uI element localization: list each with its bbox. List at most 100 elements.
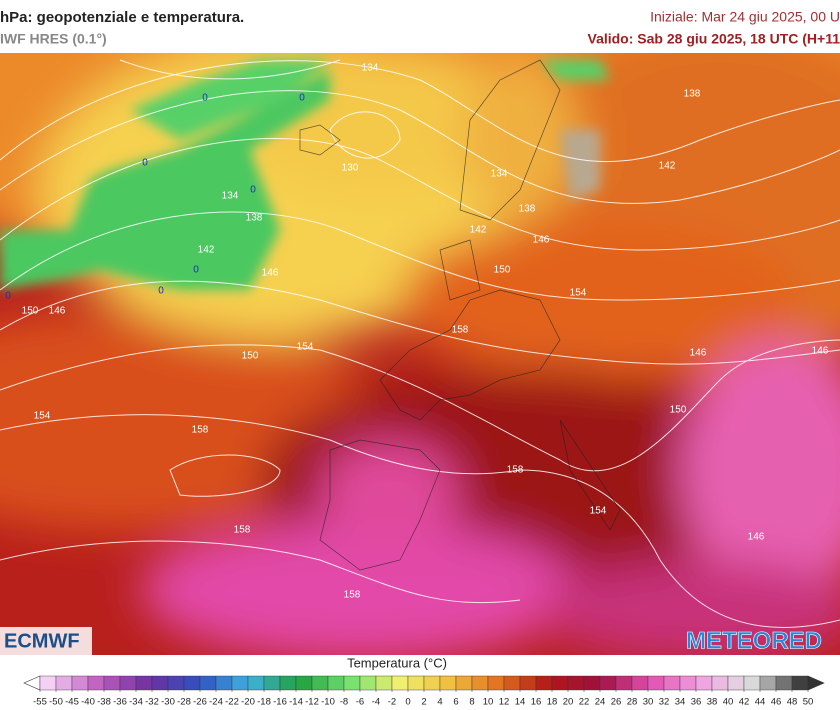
contour-label: 142 [198,245,215,256]
contour-label: 130 [342,163,359,174]
colorbar-segment [263,675,281,691]
colorbar-tick-label: -2 [388,697,396,708]
colorbar-tick-label: -26 [193,697,207,708]
cold-field [0,60,610,290]
colorbar-tick-label: -22 [225,697,239,708]
colorbar-segment [359,675,377,691]
colorbar-tick-label: -8 [340,697,348,708]
colorbar-segment [503,675,521,691]
colorbar-segment [727,675,745,691]
contour-label: 146 [690,348,707,359]
colorbar-segment [567,675,585,691]
colorbar-tick-label: -45 [65,697,79,708]
colorbar-segment [487,675,505,691]
contour-label: 158 [192,425,209,436]
colorbar-tick-label: -55 [33,697,47,708]
isotherm-label: 0 [142,158,148,169]
colorbar-segment [551,675,569,691]
colorbar-segment [327,675,345,691]
colorbar-segment [663,675,681,691]
colorbar-tick-label: -30 [161,697,175,708]
contour-label: 158 [344,590,361,601]
colorbar-tick-label: 38 [707,697,718,708]
colorbar-tick-label: -14 [289,697,303,708]
contour-label: 146 [812,346,829,357]
colorbar-segment [167,675,185,691]
colorbar-tick-label: -18 [257,697,271,708]
colorbar-segment [215,675,233,691]
colorbar-segment [39,675,57,691]
isotherm-label: 0 [202,93,208,104]
colorbar-segment [775,675,793,691]
contour-label: 150 [670,405,687,416]
contour-label: 154 [590,506,607,517]
colorbar-tick-label: -50 [49,697,63,708]
map-title: hPa: geopotenziale e temperatura. [0,9,244,26]
contour-label: 150 [242,351,259,362]
colorbar-segment [135,675,153,691]
contour-label: 146 [49,306,66,317]
legend-title: Temperatura (°C) [347,655,447,670]
isotherm-label: 0 [5,291,11,302]
contour-label: 154 [34,411,51,422]
colorbar-segment [535,675,553,691]
contour-label: 138 [684,89,701,100]
colorbar-segment [103,675,121,691]
colorbar-arrow [23,675,41,691]
colorbar-segment [695,675,713,691]
colorbar-segment [87,675,105,691]
contour-label: 158 [507,465,524,476]
contour-label: 158 [234,525,251,536]
contour-label: 146 [748,532,765,543]
colorbar-segment [519,675,537,691]
colorbar-segment [711,675,729,691]
colorbar-tick-label: 30 [643,697,654,708]
colorbar-tick-label: 10 [483,697,494,708]
colorbar-segment [647,675,665,691]
ecmwf-logo-bg [0,627,92,655]
contour-label: 138 [246,213,263,224]
colorbar-tick-label: 40 [723,697,734,708]
map-area: 134 130 134 138 142 146 150 146 150 154 154 158 158 1… [0,53,840,655]
colorbar-tick-label: -16 [273,697,287,708]
colorbar-segment [759,675,777,691]
contour-label: 150 [22,306,39,317]
colorbar-tick-label: -28 [177,697,191,708]
valid-time: Valido: Sab 28 giu 2025, 18 UTC (H+11 [588,31,840,47]
colorbar-segment [55,675,73,691]
colorbar-segment [615,675,633,691]
colorbar-tick-label: 16 [531,697,542,708]
colorbar-segment [455,675,473,691]
colorbar-tick-label: 46 [771,697,782,708]
colorbar: -55 -50 -45 -40 -38 -36 -34 -32 -30 -28 -26 -24 -22-… [23,675,825,708]
contour-label: 154 [297,342,314,353]
colorbar-tick-label: -12 [305,697,319,708]
colorbar-tick-label: 14 [515,697,526,708]
contour-label: 146 [533,235,550,246]
isotherm-label: 0 [193,265,199,276]
ecmwf-logo: ECMWF [4,630,80,652]
contour-label: 134 [222,191,239,202]
contour-labels: 134 130 134 138 142 146 150 146 150 154 154 158 158 1… [5,63,829,601]
colorbar-tick-label: 32 [659,697,670,708]
colorbar-segment [679,675,697,691]
contour-label: 142 [470,225,487,236]
init-time: Iniziale: Mar 24 giu 2025, 00 U [650,9,840,25]
colorbar-segment [375,675,393,691]
colorbar-tick-label: -36 [113,697,127,708]
colorbar-segment [119,675,137,691]
colorbar-tick-label: 48 [787,697,798,708]
contour-label: 154 [570,288,587,299]
colorbar-tick-label: -40 [81,697,95,708]
colorbar-tick-label: 28 [627,697,638,708]
colorbar-segment [279,675,297,691]
colorbar-tick-label: 0 [405,697,410,708]
colorbar-tick-label: 42 [739,697,750,708]
colorbar-tick-label: 18 [547,697,558,708]
colorbar-segment [631,675,649,691]
colorbar-segment [311,675,329,691]
colorbar-tick-label: 36 [691,697,702,708]
model-label: IWF HRES (0.1°) [0,31,107,47]
colorbar-tick-label: 44 [755,697,766,708]
